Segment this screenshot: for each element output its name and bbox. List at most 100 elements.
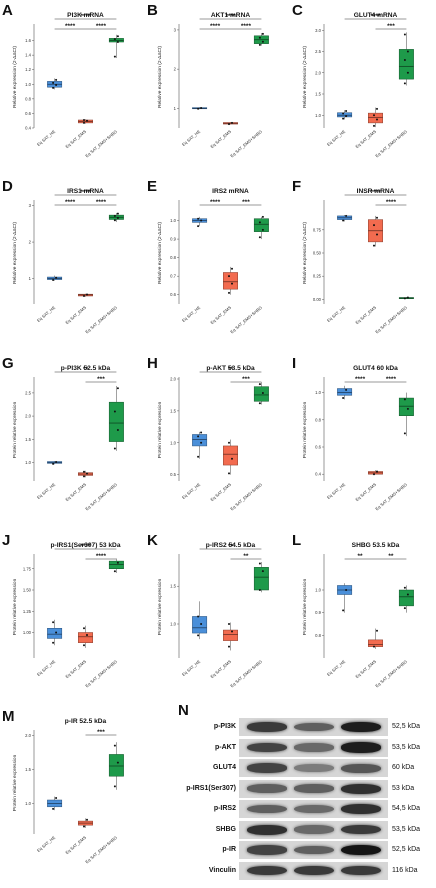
blot-strip <box>239 779 388 798</box>
box-ems-shbg <box>253 562 269 593</box>
significance-label: **** <box>355 376 366 383</box>
data-point <box>261 228 264 231</box>
chart-title: PI3K mRNA <box>67 12 104 19</box>
data-point <box>52 86 55 89</box>
significance-bracket: **** <box>85 553 117 560</box>
data-point <box>342 112 345 115</box>
significance-label: **** <box>370 189 381 196</box>
significance-bracket: **** <box>199 23 231 30</box>
blot-molecular-weight: 53,5 kDa <box>392 825 421 833</box>
data-point <box>113 214 116 217</box>
blot-band <box>341 844 381 856</box>
blot-band <box>294 804 334 814</box>
data-point <box>376 118 378 121</box>
blot-molecular-weight: 116 kDa <box>392 866 418 874</box>
data-point <box>345 214 348 217</box>
y-tick-label: 1.6 <box>25 38 31 43</box>
significance-bracket: **** <box>85 199 117 206</box>
data-point <box>231 121 233 124</box>
box-he <box>337 385 353 400</box>
y-tick-label: 0.8 <box>315 417 321 422</box>
data-point <box>83 118 85 121</box>
chart-title: GLUT4 60 kDa <box>353 365 398 372</box>
significance-label: **** <box>96 23 107 30</box>
box-he <box>192 601 208 640</box>
x-tick-label: Eq SAT_EMS <box>64 659 87 679</box>
y-axis-label: Protein relative expression <box>12 578 18 635</box>
data-point <box>406 296 409 299</box>
data-point <box>113 744 116 747</box>
data-point <box>55 631 58 634</box>
data-point <box>197 435 200 438</box>
box-ems <box>223 121 238 126</box>
data-point <box>83 825 85 828</box>
data-point <box>342 219 345 222</box>
x-tick-label: Eq SAT_EMS+SHBG <box>374 482 408 511</box>
box-ems-shbg <box>398 32 414 86</box>
data-point <box>261 392 264 395</box>
box-ems <box>78 625 93 648</box>
significance-label: **** <box>80 189 91 196</box>
box-ems <box>78 818 93 828</box>
data-point <box>376 107 378 110</box>
y-axis-label: Relative expression (2-ΔΔCt) <box>12 46 18 108</box>
data-point <box>200 106 203 109</box>
panel-letter: L <box>292 532 301 549</box>
data-point <box>403 297 406 300</box>
data-point <box>345 388 348 391</box>
significance-bracket: *** <box>85 729 117 736</box>
data-point <box>83 121 85 124</box>
significance-label: **** <box>210 23 221 30</box>
significance-label: *** <box>97 376 105 383</box>
significance-bracket: ** <box>344 553 376 560</box>
significance-label: *** <box>387 23 395 30</box>
significance-label: ** <box>388 553 394 560</box>
blot-protein-label: p-IRS2 <box>213 805 236 812</box>
data-point <box>55 460 58 463</box>
box-ems <box>368 470 383 476</box>
significance-label: **** <box>96 199 107 206</box>
y-tick-label: 2.0 <box>25 414 31 419</box>
data-point <box>113 55 116 58</box>
x-tick-label: Eq SAT_EMS+SHBG <box>84 835 118 864</box>
x-tick-label: Eq SAT_EMS+SHBG <box>229 305 263 334</box>
blot-strip <box>239 820 388 839</box>
y-axis-label: Protein relative expression <box>302 578 308 635</box>
y-tick-label: 2.0 <box>25 733 31 738</box>
data-point <box>197 107 200 110</box>
y-axis-label: Relative expression (2-ΔΔCt) <box>12 222 18 284</box>
blot-strip <box>239 718 388 736</box>
y-tick-label: 1.0 <box>170 622 176 627</box>
data-point <box>342 609 345 612</box>
data-point <box>86 293 88 296</box>
data-point <box>258 589 261 591</box>
x-tick-label: Eq SAT_HE <box>181 482 201 500</box>
y-tick-label: 0.6 <box>170 292 176 297</box>
blot-row: p-PI3K 52,5 kDa <box>178 718 436 737</box>
blot-strip <box>239 738 388 757</box>
y-tick-label: 1.0 <box>315 588 321 593</box>
data-point <box>83 475 85 478</box>
x-tick-label: Eq SAT_EMS <box>209 659 232 679</box>
data-point <box>52 641 55 644</box>
significance-bracket: **** <box>54 13 117 20</box>
x-tick-label: Eq SAT_HE <box>326 305 346 323</box>
data-point <box>258 562 261 565</box>
significance-bracket: **** <box>85 23 117 30</box>
x-tick-label: Eq SAT_HE <box>36 835 56 853</box>
box-ems <box>368 628 383 649</box>
blot-strip <box>239 759 388 777</box>
data-point <box>231 630 233 633</box>
panel-letter: A <box>2 2 13 19</box>
box-ems-shbg <box>398 585 414 613</box>
chart-title: p-AKT 53.5 kDa <box>206 365 255 372</box>
chart-title: INSR mRNA <box>357 188 395 195</box>
significance-label: **** <box>65 23 76 30</box>
chart-title: GLUT4 mRNA <box>354 12 398 19</box>
blot-band <box>294 764 334 772</box>
blot-band <box>294 845 334 855</box>
box-he <box>337 110 353 120</box>
significance-bracket: ** <box>54 366 117 373</box>
